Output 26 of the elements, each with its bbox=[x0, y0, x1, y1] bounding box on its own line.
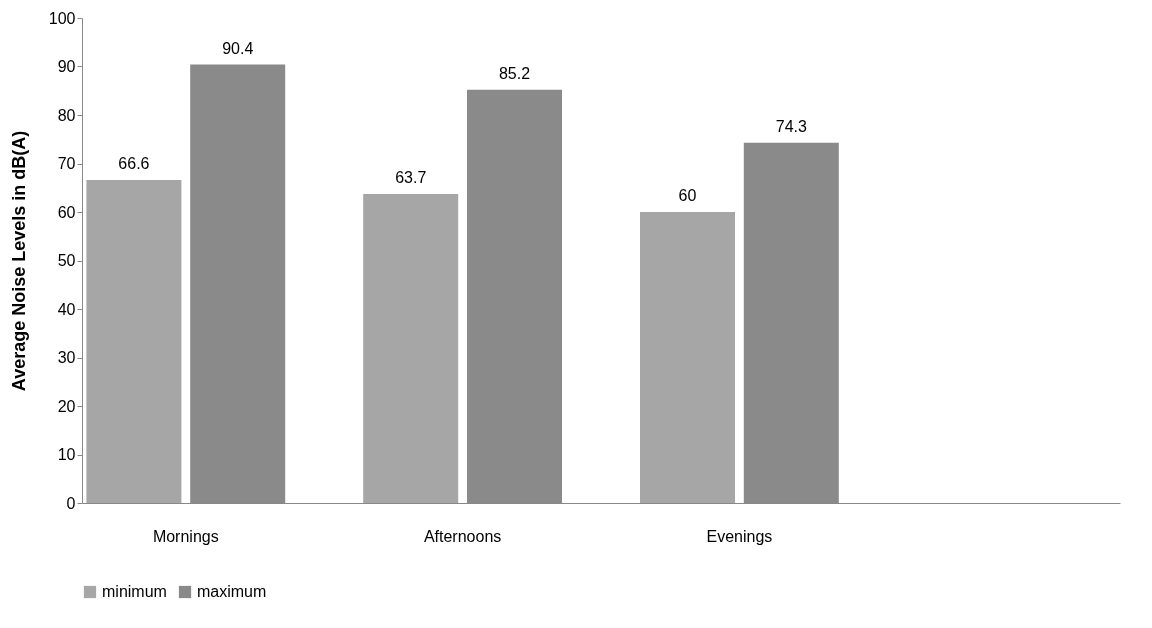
y-tick-label: 20 bbox=[57, 397, 76, 415]
y-tick-label: 60 bbox=[57, 203, 76, 221]
bar bbox=[640, 212, 735, 503]
data-label: 66.6 bbox=[118, 154, 150, 172]
y-tick-label: 50 bbox=[57, 252, 76, 269]
data-label: 63.7 bbox=[395, 169, 427, 187]
y-tick-label: 70 bbox=[57, 155, 76, 172]
bar bbox=[363, 194, 459, 503]
data-label: 60 bbox=[678, 187, 697, 204]
data-label: 90.4 bbox=[222, 39, 254, 57]
legend-label: maximum bbox=[197, 583, 267, 600]
bar bbox=[86, 179, 182, 503]
y-tick-label: 40 bbox=[57, 300, 76, 318]
data-label: 74.3 bbox=[775, 117, 807, 135]
data-label: 85.2 bbox=[498, 64, 531, 82]
x-tick-label: Evenings bbox=[706, 527, 773, 545]
y-tick-label: 0 bbox=[66, 494, 76, 512]
y-tick-label: 10 bbox=[57, 446, 76, 463]
legend-label: minimum bbox=[102, 583, 167, 600]
y-tick-label: 30 bbox=[57, 349, 76, 366]
y-tick-label: 90 bbox=[57, 58, 76, 75]
y-tick-label: 100 bbox=[48, 9, 76, 27]
x-tick-label: Mornings bbox=[152, 527, 219, 545]
y-tick-label: 80 bbox=[57, 106, 76, 124]
y-axis-title: Average Noise Levels in dB(A) bbox=[8, 130, 29, 392]
x-tick-label: Afternoons bbox=[423, 527, 502, 545]
